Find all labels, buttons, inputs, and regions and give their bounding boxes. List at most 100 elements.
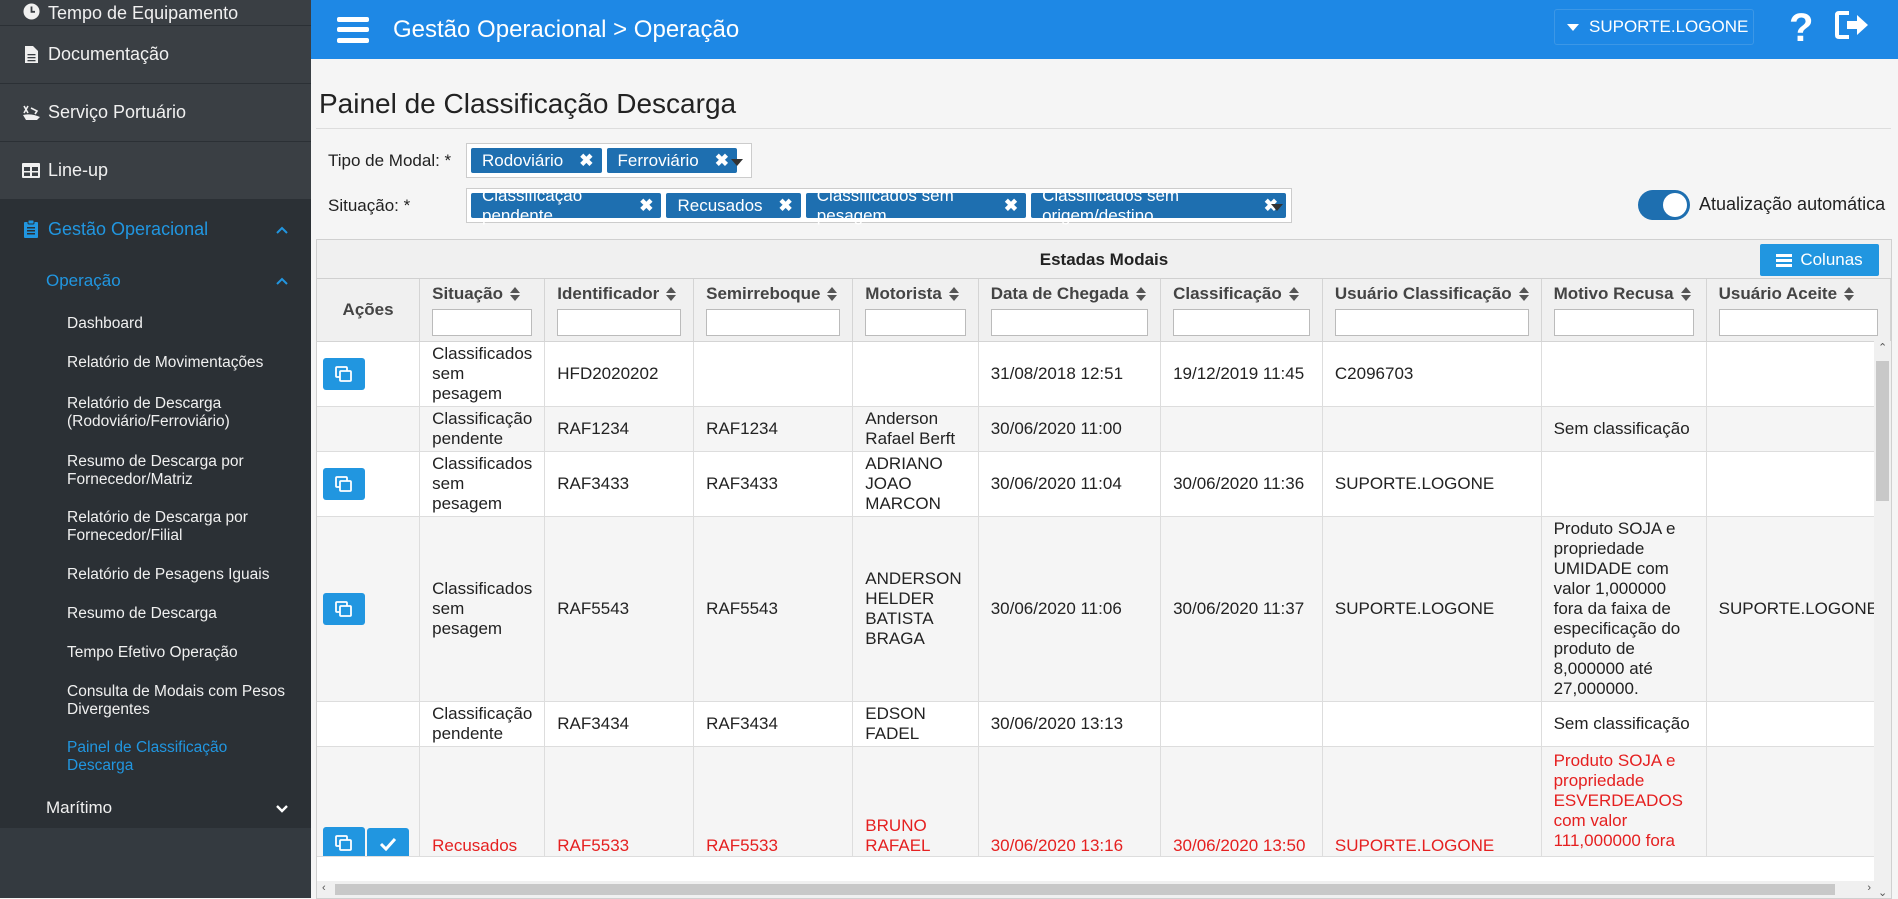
column-header[interactable]: Motorista — [852, 279, 979, 342]
scroll-thumb[interactable] — [1876, 361, 1889, 501]
user-dropdown[interactable]: SUPORTE.LOGONE — [1554, 9, 1754, 45]
column-filter-input[interactable] — [990, 309, 1149, 336]
sidebar-subitem-9[interactable]: Painel de Classificação Descarga — [67, 738, 228, 774]
column-filter-input[interactable] — [1553, 309, 1694, 336]
table-row[interactable]: Classificados sem pesagem HFD2020202 31/08… — [317, 341, 1891, 407]
copy-button[interactable] — [323, 826, 365, 855]
sidebar-item-3[interactable]: Line-up — [0, 142, 311, 200]
sidebar-item-label: Marítimo — [46, 798, 113, 817]
modal-type-select[interactable]: Rodoviário ✖ Ferroviário ✖ — [466, 143, 752, 178]
auto-update-label: Atualização automática — [1699, 194, 1886, 214]
column-header[interactable]: Semirreboque — [693, 279, 854, 342]
sidebar-item-2[interactable]: Serviço Portuário — [0, 84, 311, 142]
scroll-up-icon[interactable]: ⌃ — [1878, 342, 1888, 354]
modal-tag: Rodoviário ✖ — [471, 148, 602, 173]
table-cell: Classificados sem pesagem — [419, 341, 546, 407]
actions-header: Ações — [317, 279, 421, 342]
situacao-select[interactable]: Classificação pendente ✖ Recusados ✖ Classif… — [466, 186, 1292, 225]
dropdown-arrow-icon[interactable] — [1271, 203, 1283, 211]
column-filter-input[interactable] — [432, 309, 533, 336]
dropdown-arrow-icon[interactable] — [731, 158, 743, 166]
table-row[interactable]: Classificação pendente RAF3434 RAF3434 EDSO… — [317, 701, 1891, 747]
column-header[interactable]: Data de Chegada — [978, 279, 1162, 342]
column-header[interactable]: Classificação — [1160, 279, 1323, 342]
column-header[interactable]: Usuário Classificação — [1322, 279, 1542, 342]
column-title: Motivo Recusa — [1553, 284, 1674, 303]
scroll-right-icon[interactable]: › — [1867, 882, 1871, 894]
sort-icon[interactable] — [509, 287, 520, 301]
sidebar-item-gestao-operacional[interactable]: Gestão Operacional — [0, 200, 311, 258]
grid-caption: Estadas Modais Colunas — [317, 240, 1891, 279]
table-cell: 30/06/2020 11:04 — [978, 451, 1162, 517]
help-icon[interactable]: ? — [1789, 6, 1814, 50]
accept-button[interactable] — [367, 827, 409, 855]
remove-tag-icon[interactable]: ✖ — [639, 195, 654, 215]
column-title: Situação — [432, 284, 503, 303]
table-cell: Classificação pendente — [419, 701, 546, 747]
logout-icon[interactable] — [1835, 10, 1871, 45]
table-cell — [1706, 406, 1891, 452]
remove-tag-icon[interactable]: ✖ — [579, 150, 594, 170]
column-filter-input[interactable] — [1718, 309, 1878, 336]
table-cell: RAF5543 — [693, 516, 854, 702]
menu-icon[interactable] — [337, 16, 369, 43]
main-content: Painel de Classificação Descarga Tipo de… — [311, 59, 1898, 899]
scroll-left-icon[interactable]: ‹ — [322, 882, 326, 894]
sidebar-subitem-5[interactable]: Relatório de Pesagens Iguais — [67, 565, 270, 583]
sidebar-subitem-3[interactable]: Resumo de Descarga por Fornecedor/Matriz — [67, 452, 244, 488]
table-row[interactable]: Classificados sem pesagem RAF3433 RAF3433 A… — [317, 451, 1891, 517]
sidebar-subitem-6[interactable]: Resumo de Descarga — [67, 604, 217, 622]
sort-icon[interactable] — [666, 287, 677, 301]
table-row[interactable]: Classificação pendente RAF1234 RAF1234 Ande… — [317, 406, 1891, 452]
sort-icon[interactable] — [827, 287, 838, 301]
sort-icon[interactable] — [1844, 287, 1855, 301]
table-cell: Sem classificação — [1541, 406, 1707, 452]
horizontal-scrollbar[interactable]: ‹ › — [317, 881, 1876, 898]
breadcrumb: Gestão Operacional > Operação — [393, 15, 740, 43]
copy-button[interactable] — [323, 357, 365, 390]
sidebar-subitem-7[interactable]: Tempo Efetivo Operação — [67, 643, 238, 661]
table-row[interactable]: Recusados RAF5533 RAF5533 BRUNO RAFAEL 30/06… — [317, 746, 1891, 857]
table-cell — [1706, 746, 1891, 857]
column-filter-input[interactable] — [557, 309, 682, 336]
table-row[interactable]: Classificados sem pesagem RAF5543 RAF5543 A… — [317, 516, 1891, 702]
columns-button[interactable]: Colunas — [1760, 244, 1879, 276]
sidebar-item-maritimo[interactable]: Marítimo — [0, 788, 311, 828]
sidebar-subitem-0[interactable]: Dashboard — [67, 314, 143, 332]
sidebar-subitem-8[interactable]: Consulta de Modais com Pesos Divergentes — [67, 682, 285, 718]
document-icon — [20, 46, 42, 63]
sidebar-subitem-2[interactable]: Relatório de Descarga (Rodoviário/Ferrov… — [67, 394, 230, 430]
column-header[interactable]: Identificador — [544, 279, 695, 342]
auto-update-toggle[interactable] — [1638, 190, 1690, 220]
sort-icon[interactable] — [948, 287, 959, 301]
column-header[interactable]: Motivo Recusa — [1541, 279, 1707, 342]
column-filter-input[interactable] — [865, 309, 966, 336]
sidebar-item-1[interactable]: Documentação — [0, 26, 311, 84]
remove-tag-icon[interactable]: ✖ — [714, 150, 730, 170]
sidebar-subsection-label: Operação — [46, 271, 121, 290]
copy-button[interactable] — [323, 467, 365, 500]
sidebar-subsection-operacao[interactable]: Operação — [0, 258, 311, 304]
copy-button[interactable] — [323, 592, 365, 625]
sort-icon[interactable] — [1680, 287, 1691, 301]
sidebar-subitem-4[interactable]: Relatório de Descarga por Fornecedor/Fil… — [67, 508, 248, 544]
remove-tag-icon[interactable]: ✖ — [1003, 195, 1019, 215]
sidebar-item-0[interactable]: Tempo de Equipamento — [0, 0, 311, 26]
table-cell: 30/06/2020 13:16 — [978, 746, 1162, 857]
sort-icon[interactable] — [1135, 287, 1146, 301]
sidebar-subitem-1[interactable]: Relatório de Movimentações — [67, 353, 264, 371]
column-filter-input[interactable] — [706, 309, 841, 336]
sort-icon[interactable] — [1518, 287, 1529, 301]
sort-icon[interactable] — [1288, 287, 1299, 301]
column-filter-input[interactable] — [1173, 309, 1310, 336]
column-header[interactable]: Situação — [419, 279, 546, 342]
column-filter-input[interactable] — [1334, 309, 1529, 336]
scroll-thumb[interactable] — [335, 884, 1835, 895]
remove-tag-icon[interactable]: ✖ — [778, 195, 793, 215]
table-cell: Sem classificação — [1541, 701, 1707, 747]
scroll-down-icon[interactable]: ⌄ — [1878, 887, 1888, 899]
table-cell: SUPORTE.LOGONE — [1322, 746, 1542, 857]
sidebar: Tempo de Equipamento Documentação Serviço … — [0, 0, 311, 898]
vertical-scrollbar[interactable]: ⌃ ⌄ — [1874, 341, 1891, 899]
column-header[interactable]: Usuário Aceite — [1706, 279, 1891, 342]
